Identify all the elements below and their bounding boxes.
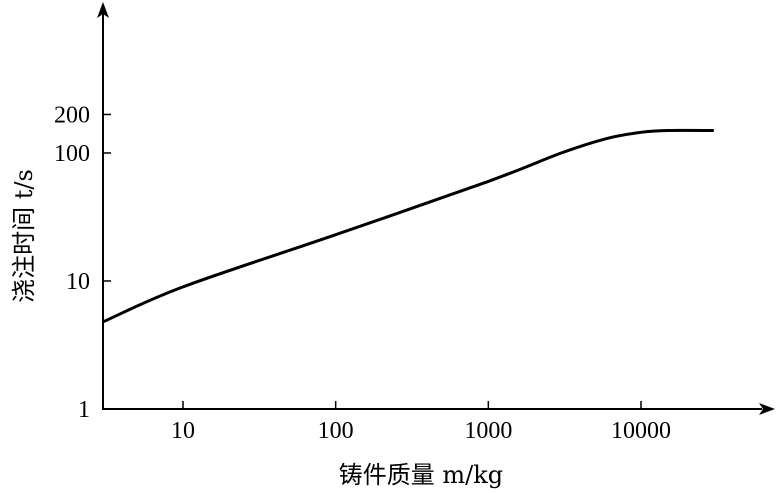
series — [102, 128, 714, 324]
x-tick-label: 100 — [318, 418, 354, 444]
x-tick-label: 10000 — [611, 418, 671, 444]
y-axis — [97, 2, 109, 410]
x-axis-arrow — [759, 403, 775, 415]
x-axis — [103, 403, 775, 415]
y-axis-title: 浇注时间 t/s — [10, 169, 38, 303]
y-ticks: 1 10 100 200 — [54, 102, 111, 423]
series-line — [102, 128, 714, 324]
y-tick-label: 200 — [54, 102, 90, 128]
x-tick-label: 1000 — [464, 418, 512, 444]
y-tick-label: 100 — [54, 141, 90, 167]
y-tick-label: 1 — [78, 397, 90, 423]
y-tick-label: 10 — [66, 269, 90, 295]
x-tick-label: 10 — [171, 418, 195, 444]
x-ticks: 10 100 1000 10000 — [171, 401, 671, 444]
x-axis-title: 铸件质量 m/kg — [339, 461, 503, 489]
y-axis-arrow — [97, 2, 109, 18]
